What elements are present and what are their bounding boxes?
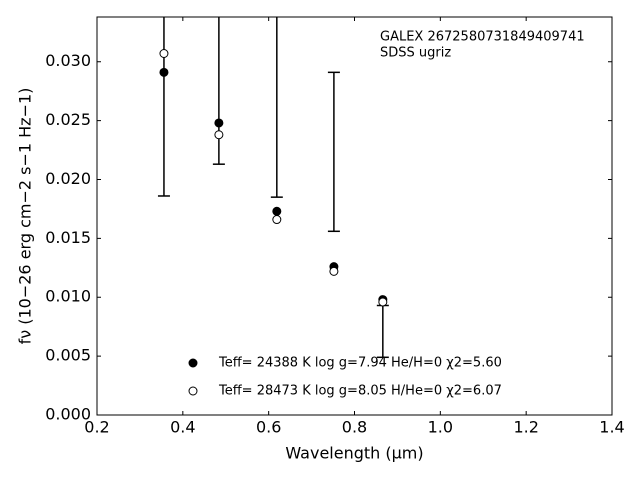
y-tick-label: 0.015 <box>45 228 91 247</box>
y-tick-label: 0.025 <box>45 110 91 129</box>
data-point <box>272 215 282 225</box>
data-point <box>159 67 169 77</box>
data-point <box>159 49 169 59</box>
x-tick-label: 0.8 <box>342 418 367 437</box>
y-tick-label: 0.010 <box>45 287 91 306</box>
data-point <box>214 130 224 140</box>
legend-marker <box>188 386 198 396</box>
y-tick-label: 0.005 <box>45 346 91 365</box>
legend-label: Teff= 28473 K log g=8.05 H/He=0 χ2=6.07 <box>218 384 502 399</box>
data-point <box>329 266 339 276</box>
x-tick-label: 0.2 <box>84 418 109 437</box>
data-point <box>378 297 388 307</box>
x-tick-label: 0.6 <box>256 418 281 437</box>
y-tick-label: 0.000 <box>45 405 91 424</box>
annotation: SDSS ugriz <box>380 46 451 61</box>
x-tick-label: 1.2 <box>513 418 538 437</box>
data-point <box>214 118 224 128</box>
legend-label: Teff= 24388 K log g=7.94 He/H=0 χ2=5.60 <box>218 356 502 371</box>
data-point <box>272 206 282 216</box>
legend-marker <box>188 358 198 368</box>
plot-area <box>157 17 389 359</box>
x-axis-label: Wavelength (μm) <box>285 444 423 463</box>
annotation: GALEX 2672580731849409741 <box>380 30 585 45</box>
y-axis-label: fν (10−26 erg cm−2 s−1 Hz−1) <box>16 88 35 345</box>
x-tick-label: 0.4 <box>170 418 195 437</box>
x-tick-label: 1.4 <box>599 418 624 437</box>
y-tick-label: 0.020 <box>45 169 91 188</box>
y-tick-label: 0.030 <box>45 51 91 70</box>
x-tick-label: 1.0 <box>428 418 453 437</box>
